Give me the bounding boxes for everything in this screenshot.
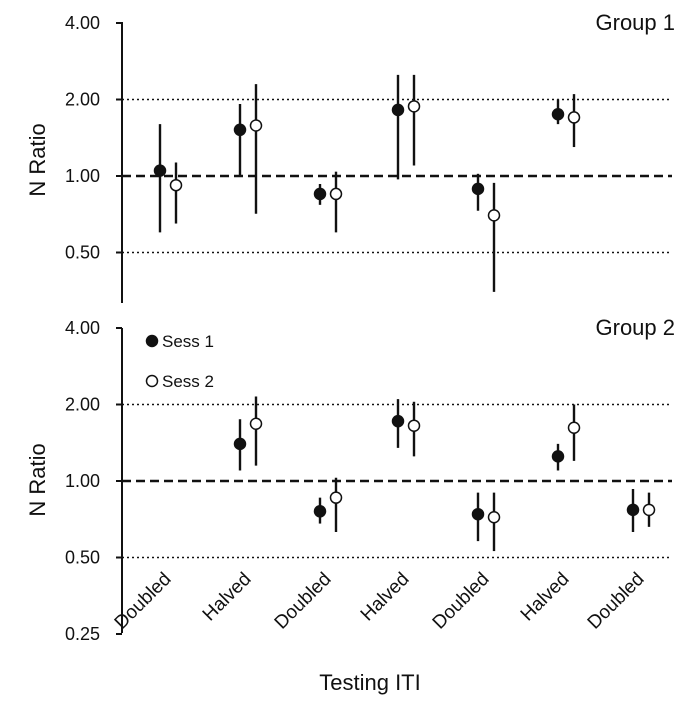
panel-2-point-sess-2-4 (407, 419, 421, 432)
panel-1-point-sess-1-2 (233, 123, 247, 137)
panel-2-point-sess-2-6 (567, 421, 581, 435)
panel-1-point-sess-2-6 (567, 111, 581, 124)
panel-2-y-axis-label: N Ratio (25, 443, 50, 516)
panel-1-y-tick-label-2: 1.00 (65, 166, 100, 186)
panel-1-point-sess-1-5 (471, 182, 485, 196)
x-category-label-4: Halved (357, 569, 414, 626)
legend-label-sess-2: Sess 2 (162, 372, 214, 391)
x-category-label-6: Halved (517, 569, 574, 626)
legend-marker-sess-1 (145, 334, 159, 348)
x-axis-label: Testing ITI (319, 670, 420, 695)
panel-1-title: Group 1 (596, 10, 676, 35)
panel-2-y-tick-label-2: 0.50 (65, 548, 100, 568)
panel-1-point-sess-2-2 (249, 119, 263, 132)
panel-2-point-sess-1-4 (391, 414, 405, 428)
panel-2-y-tick-label-4: 2.00 (65, 395, 100, 415)
panel-1-point-sess-2-4 (407, 100, 421, 113)
legend-marker-sess-2 (145, 374, 159, 388)
panel-2-point-sess-2-3 (329, 491, 343, 504)
x-category-label-3: Doubled (271, 569, 336, 634)
panel-1-y-axis-label: N Ratio (25, 123, 50, 196)
panel-2-y-tick-label-5: 4.00 (65, 318, 100, 338)
panel-2-point-sess-1-6 (551, 450, 565, 463)
panel-2-point-sess-2-7 (642, 503, 656, 517)
x-category-label-1: Doubled (111, 569, 176, 634)
panel-1-point-sess-1-1 (153, 164, 167, 177)
panel-1-point-sess-2-5 (487, 209, 501, 222)
panel-1-point-sess-2-1 (169, 178, 183, 192)
x-category-label-7: Doubled (584, 569, 649, 634)
legend-label-sess-1: Sess 1 (162, 332, 214, 351)
x-category-label-5: Doubled (429, 569, 494, 634)
panel-1-y-tick-label-3: 2.00 (65, 90, 100, 110)
panel-2-y-tick-label-3: 1.00 (65, 471, 100, 491)
panel-1-point-sess-2-3 (329, 187, 343, 201)
panel-1-point-sess-1-4 (391, 103, 405, 117)
panel-1-y-tick-label-1: 0.50 (65, 243, 100, 263)
panel-1-point-sess-1-3 (313, 187, 327, 201)
panel-2-y-tick-label-1: 0.25 (65, 624, 100, 644)
panel-1-y-tick-label-4: 4.00 (65, 13, 100, 33)
panel-1-point-sess-1-6 (551, 107, 565, 121)
panel-2-point-sess-1-2 (233, 437, 247, 451)
panel-2-point-sess-1-5 (471, 507, 485, 521)
x-category-label-2: Halved (199, 569, 256, 626)
panel-2-point-sess-1-3 (313, 505, 327, 518)
panel-2-point-sess-2-5 (487, 511, 501, 524)
panel-2-point-sess-2-2 (249, 417, 263, 430)
panel-2-point-sess-1-7 (626, 503, 640, 517)
panel-2-title: Group 2 (596, 315, 676, 340)
